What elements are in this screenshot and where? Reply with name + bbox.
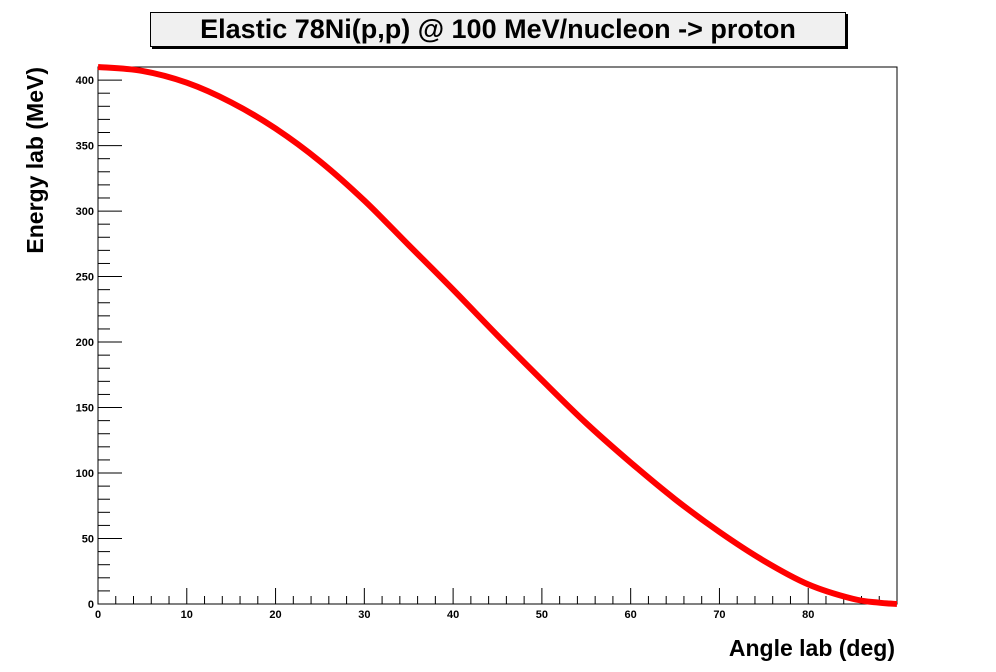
x-tick-label: 70 (713, 609, 725, 621)
y-tick-label: 100 (76, 468, 94, 480)
y-tick-label: 250 (76, 272, 94, 284)
chart-title: Elastic 78Ni(p,p) @ 100 MeV/nucleon -> p… (200, 14, 796, 44)
y-tick-label: 200 (76, 337, 94, 349)
y-tick-label: 150 (76, 403, 94, 415)
plot-frame (97, 66, 898, 605)
y-tick-label: 400 (76, 75, 94, 87)
series-line (97, 64, 898, 607)
x-tick-label: 40 (447, 609, 459, 621)
y-axis: 0 50 100 150 200 250 300 350 400 (76, 66, 122, 611)
x-tick-label: 80 (802, 609, 814, 621)
x-tick-label: 10 (181, 609, 193, 621)
chart-title-box: Elastic 78Ni(p,p) @ 100 MeV/nucleon -> p… (150, 12, 846, 47)
series-group (97, 64, 898, 607)
y-tick-label: 350 (76, 141, 94, 153)
x-tick-label: 60 (625, 609, 637, 621)
y-axis-label: Energy lab (MeV) (22, 67, 48, 254)
x-tick-label: 50 (536, 609, 548, 621)
x-tick-label: 0 (95, 609, 101, 621)
x-axis: 0 10 20 30 40 50 60 70 80 (95, 588, 898, 621)
y-tick-label: 300 (76, 206, 94, 218)
y-tick-label: 50 (82, 534, 94, 546)
x-tick-label: 30 (358, 609, 370, 621)
y-tick-label: 0 (88, 599, 94, 611)
x-axis-label: Angle lab (deg) (729, 635, 895, 661)
x-tick-label: 20 (269, 609, 281, 621)
